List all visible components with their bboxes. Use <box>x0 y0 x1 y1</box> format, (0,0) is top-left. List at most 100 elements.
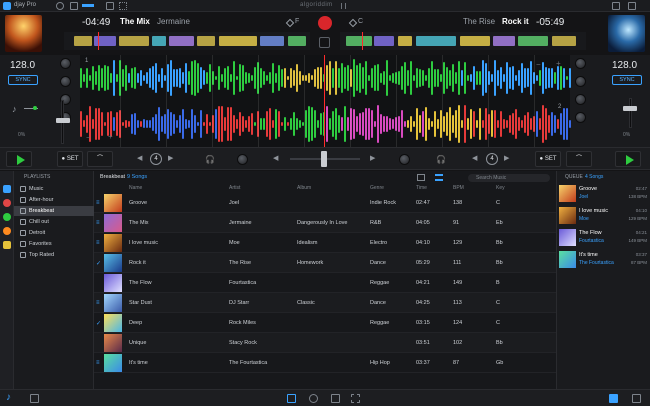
track-row[interactable]: ✓ Rock it The Rise Homework Dance 05:29 111 Bb <box>94 253 556 273</box>
deck-left-overview[interactable] <box>64 32 310 50</box>
record-stop-icon[interactable] <box>319 37 330 48</box>
deck-left-waveform[interactable] <box>80 57 571 99</box>
panel-toggle-icon[interactable] <box>632 394 641 403</box>
soundcloud-source-icon[interactable] <box>3 227 11 235</box>
playlist-item[interactable]: Top Rated <box>14 250 94 260</box>
deck-right-gain-knob[interactable] <box>399 154 410 165</box>
history-icon[interactable] <box>351 394 360 403</box>
track-row[interactable]: ✓ Deep Rock Miles Reggae 03:15 124 C <box>94 313 556 333</box>
deck-left-zoom-out-icon[interactable]: − <box>86 133 91 142</box>
column-name[interactable]: Name <box>129 185 143 191</box>
record-button[interactable] <box>318 16 332 30</box>
column-bpm[interactable]: BPM <box>453 185 464 191</box>
queue-count[interactable]: 4 Songs <box>585 174 604 180</box>
deck-right-eq-mid-knob[interactable] <box>575 76 586 87</box>
deck-right-loop-length[interactable]: 4 <box>486 153 498 165</box>
column-time[interactable]: Time <box>416 185 427 191</box>
queue-item[interactable]: I love music Moe 04:10 129 BPM <box>557 206 650 226</box>
column-key[interactable]: Key <box>496 185 505 191</box>
list-view-icon[interactable] <box>435 174 443 181</box>
itunes-source-icon[interactable] <box>3 185 11 193</box>
deck-left-eq-mid-knob[interactable] <box>60 76 71 87</box>
crossfader-left-icon[interactable]: ◀ <box>273 155 279 162</box>
mixer-icon[interactable] <box>341 3 346 9</box>
deck-left-gain-knob[interactable] <box>237 154 248 165</box>
deck-left-cue-marker[interactable]: 1 <box>85 58 89 64</box>
track-row[interactable]: The Flow Fourtastica Reggae 04:21 149 B <box>94 273 556 293</box>
deck-left-loop-length[interactable]: 4 <box>150 153 162 165</box>
settings-icon[interactable] <box>56 2 64 10</box>
playlist-item[interactable]: Chill out <box>14 217 94 227</box>
playlist-item[interactable]: Music <box>14 184 94 194</box>
library-view-icon[interactable] <box>287 394 296 403</box>
deck-left-volume-fader[interactable] <box>56 118 70 123</box>
deck-right-waveform[interactable] <box>80 103 571 145</box>
deck-left-zoom-in-icon[interactable]: + <box>108 132 113 141</box>
match-icon[interactable] <box>309 394 318 403</box>
deck-right-loop-next-icon[interactable]: ▶ <box>504 155 510 162</box>
deck-left-play-button[interactable] <box>6 151 32 167</box>
song-count[interactable]: 9 Songs <box>127 174 148 180</box>
crossfader-right-icon[interactable]: ▶ <box>370 155 376 162</box>
deck-left-cue-set-button[interactable]: ● SET <box>57 151 83 167</box>
deck-right-loop-prev-icon[interactable]: ◀ <box>472 155 478 162</box>
record-menu-icon[interactable] <box>612 2 620 10</box>
queue-item[interactable]: It's time The Fourtastica 03:37 87 BPM <box>557 250 650 270</box>
track-row[interactable]: ≡ The Mix Jermaine Dangerously In Love R&B 04… <box>94 213 556 233</box>
deck-right-zoom-out-icon[interactable]: − <box>536 60 541 69</box>
waveform-bar <box>479 108 481 140</box>
deck-left-headphones-icon[interactable]: 🎧 <box>205 155 215 164</box>
files-icon[interactable] <box>331 394 340 403</box>
sampler-icon[interactable] <box>70 2 78 10</box>
track-row[interactable]: ≡ Star Dust DJ Starr Classic Dance 04:25 113 C <box>94 293 556 313</box>
layout-two-deck-icon[interactable] <box>82 4 94 7</box>
deck-left-sync-button[interactable]: SYNC <box>8 75 38 85</box>
key-lock-right-icon[interactable] <box>348 18 358 28</box>
deck-right-headphones-icon[interactable]: 🎧 <box>436 155 446 164</box>
queue-item[interactable]: The Flow Fourtastica 04:21 149 BPM <box>557 228 650 248</box>
search-input[interactable]: Search Music <box>468 174 550 182</box>
deck-left-loop-prev-icon[interactable]: ◀ <box>137 155 143 162</box>
crossfader-handle[interactable] <box>321 151 327 167</box>
music-source-icon[interactable] <box>3 199 11 207</box>
queue-item[interactable]: Groove Joel 02:47 138 BPM <box>557 184 650 204</box>
key-lock-icon[interactable] <box>285 18 295 28</box>
playlist-item[interactable]: After-hour <box>14 195 94 205</box>
track-row[interactable]: ≡ Groove Joel Indie Rock 02:47 138 C <box>94 193 556 213</box>
deck-left-bend-button[interactable]: ⌒ <box>87 151 113 167</box>
deck-right-cue-marker[interactable]: 2 <box>558 104 562 110</box>
deck-right-overview[interactable] <box>340 32 586 50</box>
deck-right-eq-high-knob[interactable] <box>575 58 586 69</box>
track-row[interactable]: ≡ It's time The Fourtastica Hip Hop 03:37 87 G… <box>94 353 556 373</box>
deck-right-zoom-in-icon[interactable]: + <box>556 59 561 68</box>
column-album[interactable]: Album <box>297 185 312 191</box>
grid-view-icon[interactable] <box>417 174 425 181</box>
deck-right-eq-low-knob[interactable] <box>575 94 586 105</box>
track-row[interactable]: Unique Stacy Rock 03:51 102 Bb <box>94 333 556 353</box>
deck-right-pitch-fader[interactable] <box>623 106 637 111</box>
deck-left-eq-high-knob[interactable] <box>60 58 71 69</box>
fullscreen-icon[interactable] <box>628 2 636 10</box>
queue-toggle-icon[interactable] <box>609 394 618 403</box>
library-toggle-icon[interactable] <box>30 394 39 403</box>
playlist-item[interactable]: Detroit <box>14 228 94 238</box>
deck-right-filter-knob[interactable] <box>575 112 586 123</box>
track-row[interactable]: ≡ I love music Moe Idealism Electro 04:10 129 B… <box>94 233 556 253</box>
waveform-bar <box>350 68 352 88</box>
playlist-item[interactable]: Favorites <box>14 239 94 249</box>
deck-right-cue-set-button[interactable]: ● SET <box>535 151 561 167</box>
waveform-display[interactable]: 1 2 − + − + <box>80 55 571 147</box>
deck-right-sync-button[interactable]: SYNC <box>612 75 642 85</box>
layout-grid-icon[interactable] <box>119 2 127 10</box>
folder-source-icon[interactable] <box>3 241 11 249</box>
playlist-item[interactable]: Breakbeat <box>14 206 94 216</box>
spotify-source-icon[interactable] <box>3 213 11 221</box>
column-genre[interactable]: Genre <box>370 185 384 191</box>
music-note-icon[interactable]: ♪ <box>6 392 11 403</box>
layout-single-deck-icon[interactable] <box>106 2 114 10</box>
deck-right-play-button[interactable] <box>615 151 641 167</box>
deck-left-loop-next-icon[interactable]: ▶ <box>168 155 174 162</box>
deck-right-bend-button[interactable]: ⌒ <box>566 151 592 167</box>
column-artist[interactable]: Artist <box>229 185 241 191</box>
deck-left-eq-low-knob[interactable] <box>60 94 71 105</box>
